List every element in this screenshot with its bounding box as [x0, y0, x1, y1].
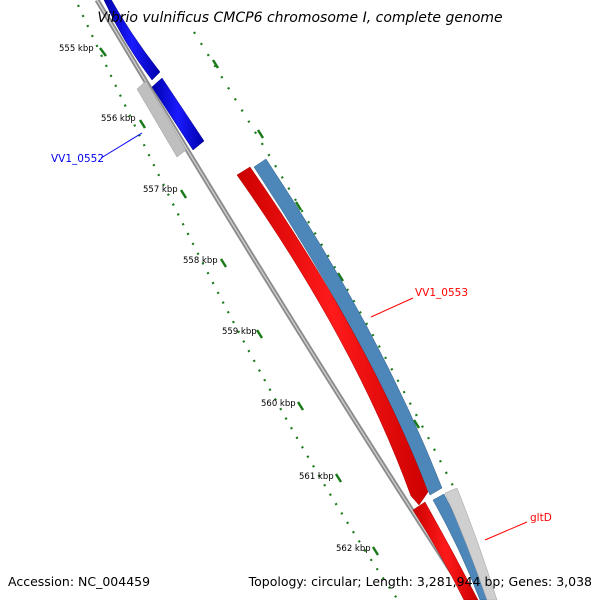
tick-label-561: 561 kbp	[299, 472, 334, 482]
callout-gltd	[484, 521, 528, 541]
gene-block-upstream[interactable]	[103, 0, 161, 81]
tick-label-560: 560 kbp	[261, 399, 296, 409]
gene-block-vv1-0552[interactable]	[151, 77, 205, 151]
genome-summary-text: Topology: circular; Length: 3,281,944 bp…	[248, 574, 592, 589]
neutral-feature-upper[interactable]	[136, 80, 187, 158]
gene-block-gltd[interactable]	[412, 501, 479, 600]
tick-track-inner	[77, 4, 399, 600]
gene-label-vv1-0553[interactable]: VV1_0553	[415, 287, 468, 299]
major-ticks	[99, 47, 421, 556]
gene-label-gltd[interactable]: gltD	[530, 512, 552, 524]
neutral-feature-lower[interactable]	[444, 487, 498, 600]
accession-text: Accession: NC_004459	[8, 574, 150, 589]
tick-label-555: 555 kbp	[59, 44, 94, 54]
tick-label-558: 558 kbp	[183, 256, 218, 266]
map-title: Vibrio vulnificus CMCP6 chromosome I, co…	[97, 10, 502, 26]
gene-label-vv1-0552[interactable]: VV1_0552	[51, 153, 104, 165]
gene-block-vv1-0553[interactable]	[236, 166, 429, 506]
tick-label-559: 559 kbp	[222, 327, 257, 337]
callout-vv1-0553	[370, 297, 414, 318]
tick-label-557: 557 kbp	[143, 185, 178, 195]
tick-label-562: 562 kbp	[336, 544, 371, 554]
tick-label-556: 556 kbp	[101, 114, 136, 124]
cds-feature-long[interactable]	[253, 158, 443, 496]
callout-vv1-0552	[100, 132, 143, 159]
